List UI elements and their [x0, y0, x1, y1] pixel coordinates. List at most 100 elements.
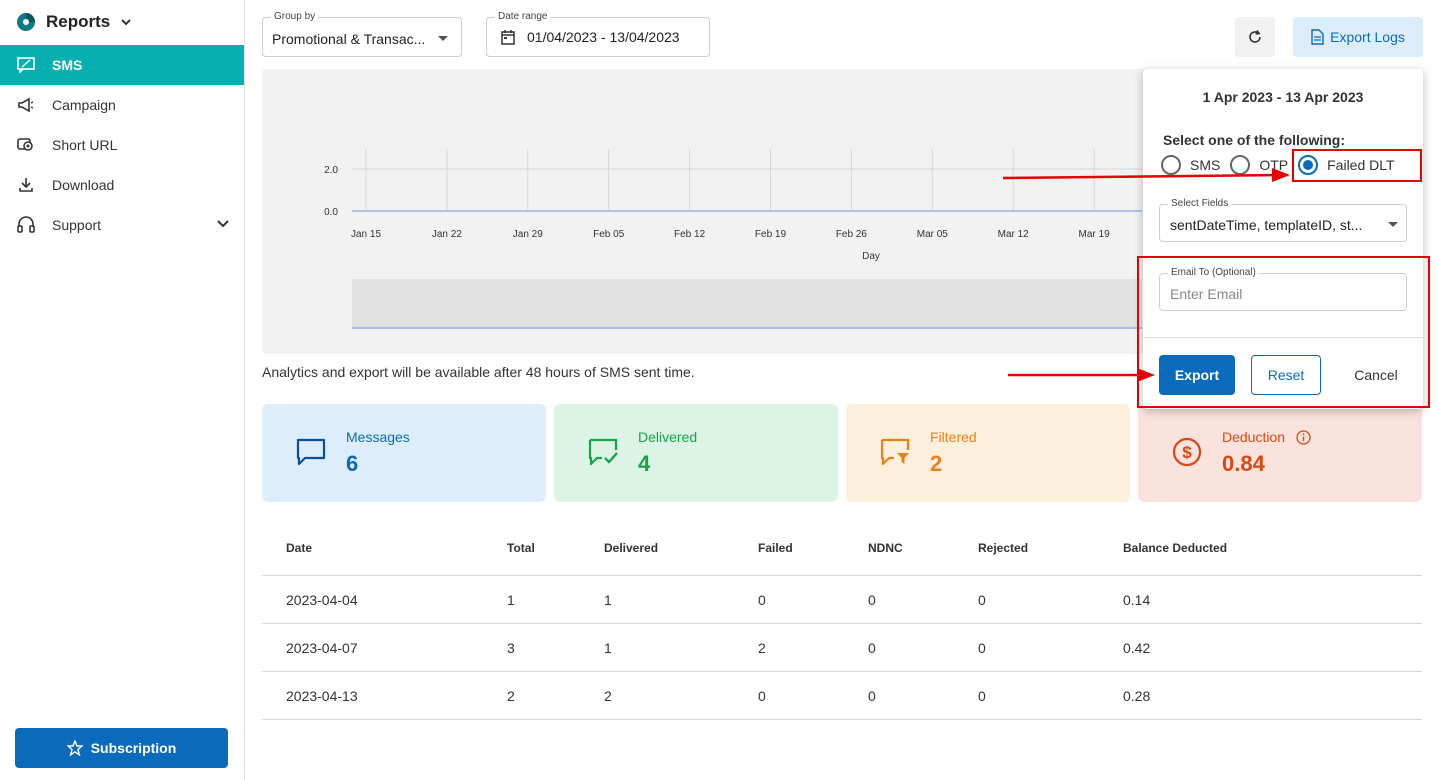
- x-tick-label: Feb 26: [836, 229, 868, 240]
- radio-option-failed-dlt[interactable]: Failed DLT: [1298, 155, 1395, 175]
- stat-title: Delivered: [638, 429, 698, 445]
- sidebar-item-campaign[interactable]: Campaign: [0, 85, 244, 125]
- radio-button[interactable]: [1161, 155, 1181, 175]
- popup-divider: [1143, 337, 1423, 338]
- x-tick-label: Mar 19: [1079, 229, 1111, 240]
- megaphone-icon: [16, 95, 36, 115]
- sidebar-item-sms[interactable]: SMS: [0, 45, 244, 85]
- x-tick-label: Mar 05: [917, 229, 949, 240]
- cell-delivered: 2: [604, 688, 612, 704]
- message-check-icon: [588, 438, 618, 466]
- cell-ndnc: 0: [868, 592, 876, 608]
- sidebar-item-support[interactable]: Support: [0, 205, 244, 245]
- message-filter-icon: [880, 438, 910, 466]
- headset-icon: [16, 215, 36, 235]
- cell-ndnc: 0: [868, 688, 876, 704]
- export-button[interactable]: Export: [1159, 355, 1235, 395]
- cell-ndnc: 0: [868, 640, 876, 656]
- export-type-radio-group: SMS OTP Failed DLT: [1161, 155, 1405, 175]
- radio-button[interactable]: [1230, 155, 1251, 175]
- cell-date: 2023-04-04: [286, 592, 358, 608]
- stat-value: 6: [346, 451, 359, 476]
- radio-button-selected[interactable]: [1298, 155, 1319, 175]
- x-tick-label: Jan 29: [513, 229, 543, 240]
- refresh-icon: [1249, 30, 1261, 43]
- stat-card-deduction: $ Deduction 0.84: [1138, 404, 1422, 502]
- cell-failed: 0: [758, 688, 766, 704]
- cell-failed: 0: [758, 592, 766, 608]
- cancel-button[interactable]: Cancel: [1354, 367, 1398, 383]
- cell-total: 1: [507, 592, 515, 608]
- chevron-down-icon[interactable]: [120, 16, 132, 28]
- dropdown-caret-icon: [1388, 222, 1398, 227]
- cell-total: 3: [507, 640, 515, 656]
- select-fields-dropdown[interactable]: Select Fields sentDateTime, templateID, …: [1159, 198, 1407, 242]
- email-to-label: Email To (Optional): [1168, 267, 1259, 278]
- radio-label: OTP: [1259, 157, 1289, 173]
- date-range-value: 01/04/2023 - 13/04/2023: [527, 29, 680, 45]
- stat-card-messages: Messages 6: [262, 404, 546, 502]
- message-icon: [296, 438, 326, 466]
- email-to-field[interactable]: Email To (Optional) Enter Email: [1159, 267, 1407, 311]
- group-by-value: Promotional & Transac...: [272, 31, 426, 47]
- sidebar-item-label: Download: [52, 177, 115, 193]
- column-header-failed: Failed: [758, 541, 793, 555]
- column-header-balance-deducted: Balance Deducted: [1123, 541, 1228, 555]
- select-fields-value: sentDateTime, templateID, st...: [1170, 217, 1363, 233]
- y-tick-label: 0.0: [324, 207, 338, 218]
- subscription-label: Subscription: [90, 740, 177, 756]
- info-icon[interactable]: [1296, 430, 1311, 445]
- popup-date-title: 1 Apr 2023 - 13 Apr 2023: [1202, 89, 1364, 105]
- link-icon: [16, 135, 36, 155]
- radio-label: SMS: [1190, 157, 1221, 173]
- row-divider: [262, 719, 1422, 720]
- select-fields-label: Select Fields: [1168, 198, 1232, 209]
- brand[interactable]: Reports: [16, 10, 132, 34]
- refresh-button[interactable]: [1235, 17, 1275, 57]
- stat-value: 2: [930, 451, 943, 476]
- radio-option-otp[interactable]: OTP: [1230, 155, 1288, 175]
- export-logs-button[interactable]: Export Logs: [1293, 17, 1423, 57]
- stat-value: 4: [638, 451, 651, 476]
- brand-title: Reports: [46, 12, 111, 31]
- cell-delivered: 1: [604, 592, 612, 608]
- row-divider: [262, 575, 1422, 576]
- cell-balance: 0.28: [1123, 688, 1151, 704]
- column-header-rejected: Rejected: [978, 541, 1029, 555]
- cell-date: 2023-04-13: [286, 688, 358, 704]
- x-axis-label: Day: [862, 251, 880, 262]
- sidebar: Reports SMS Campaign Short URL Download …: [0, 0, 245, 780]
- column-header-ndnc: NDNC: [868, 541, 903, 555]
- chart-range-navigator: [352, 279, 1142, 329]
- stat-title: Filtered: [930, 429, 977, 445]
- annotation-arrow-icon: [1008, 368, 1155, 382]
- cell-rejected: 0: [978, 688, 986, 704]
- email-input-placeholder[interactable]: Enter Email: [1170, 286, 1243, 302]
- sidebar-item-short-url[interactable]: Short URL: [0, 125, 244, 165]
- sidebar-item-label: Short URL: [52, 137, 118, 153]
- sidebar-item-download[interactable]: Download: [0, 165, 244, 205]
- reset-button[interactable]: Reset: [1251, 355, 1321, 395]
- x-tick-label: Jan 15: [351, 229, 381, 240]
- radio-option-sms[interactable]: SMS: [1161, 155, 1220, 175]
- cell-rejected: 0: [978, 640, 986, 656]
- row-divider: [262, 671, 1422, 672]
- cell-balance: 0.14: [1123, 592, 1151, 608]
- line-chart: Jan 15 Jan 22 Jan 29 Feb 05 Feb 12 Feb 19 Feb …: [324, 149, 1257, 329]
- x-tick-label: Mar 12: [998, 229, 1030, 240]
- annotation-highlight-failed-dlt: [1292, 149, 1422, 182]
- x-tick-label: Feb 12: [674, 229, 706, 240]
- subscription-button[interactable]: Subscription: [15, 728, 228, 768]
- annotation-arrow-icon: [1002, 168, 1290, 182]
- group-by-select[interactable]: Group by Promotional & Transac...: [262, 11, 462, 57]
- analytics-notice: Analytics and export will be available a…: [262, 364, 695, 380]
- group-by-label: Group by: [271, 11, 319, 22]
- sidebar-item-label: Support: [52, 217, 102, 233]
- export-popup: 1 Apr 2023 - 13 Apr 2023 Select one of t…: [1143, 69, 1423, 409]
- sms-icon: [16, 55, 36, 75]
- document-icon: [1311, 29, 1324, 45]
- chevron-down-icon[interactable]: [216, 217, 230, 231]
- row-divider: [262, 623, 1422, 624]
- star-icon: [66, 740, 83, 756]
- date-range-picker[interactable]: Date range 01/04/2023 - 13/04/2023: [486, 11, 710, 57]
